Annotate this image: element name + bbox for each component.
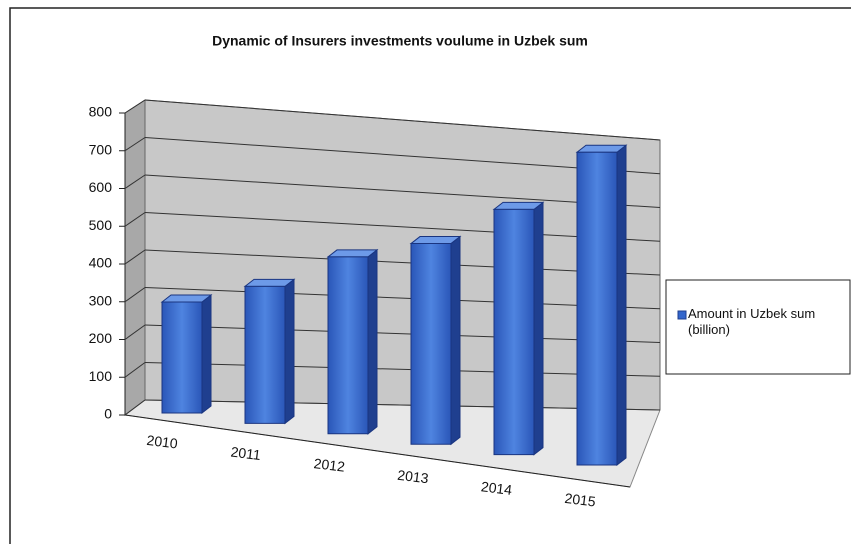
legend-swatch [677,310,687,320]
grid-line [144,174,661,208]
grid-line [144,362,661,377]
bar-side [533,201,544,456]
bar-top [492,201,545,210]
grid-line [144,324,661,343]
side-grid [124,137,146,152]
bar-front [410,243,452,445]
y-tick-label: 800 [89,104,113,120]
bar-side [284,278,295,425]
x-tick-label: 2014 [480,478,513,498]
grid-line [144,212,661,242]
side-grid [124,174,146,189]
bar-top [575,144,628,153]
grid-line [144,399,661,411]
bar-side [450,235,461,446]
bar-front [244,285,286,424]
grid-line [144,137,661,175]
grid-line [144,249,661,276]
legend-label: Amount in Uzbek sum (billion) [688,306,816,337]
side-grid [124,249,146,265]
bar [492,201,545,456]
bar-top [409,236,462,245]
side-grid [124,212,146,227]
bar-front [327,256,369,435]
bar-side [616,144,627,467]
bar-top [326,249,379,258]
y-tick-label: 600 [89,179,113,195]
bar-front [161,301,203,414]
bar [326,248,379,435]
y-tick-label: 0 [104,406,112,422]
bar [160,293,213,415]
bar [409,235,462,446]
bar [575,144,628,467]
bar-front [576,151,618,466]
bar-top [160,294,213,303]
y-tick-label: 500 [89,217,113,233]
x-tick-label: 2011 [230,444,262,464]
side-grid [124,99,146,114]
bar-side [201,293,212,415]
y-tick-label: 100 [89,368,113,384]
y-tick-label: 200 [89,330,113,346]
bar-side [367,248,378,435]
bar-front [493,208,535,456]
y-tick-label: 700 [89,141,113,157]
side-grid [124,324,146,340]
legend-box [665,279,851,375]
y-tick-label: 300 [89,292,113,308]
bar [243,278,296,425]
grid-line [144,99,661,141]
grid-line [144,287,661,310]
x-tick-label: 2015 [564,490,597,510]
x-tick-label: 2013 [397,467,430,487]
x-axis [124,414,631,488]
side-grid [124,362,146,378]
x-tick-label: 2010 [146,432,179,452]
chart-title: Dynamic of Insurers investments voulume … [212,33,588,49]
side-grid [124,287,146,303]
y-tick-label: 400 [89,255,113,271]
x-tick-label: 2012 [313,455,346,475]
bar-top [243,278,296,287]
side-grid [124,399,146,416]
